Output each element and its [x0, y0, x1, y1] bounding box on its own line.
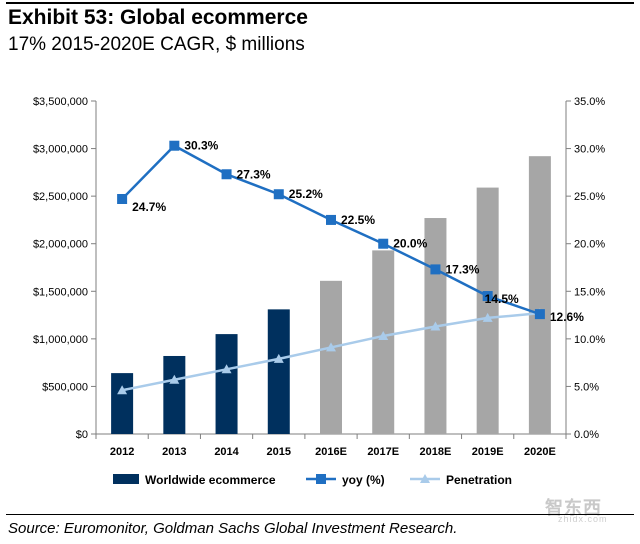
marker-penetration: [221, 364, 232, 374]
source-rule: [6, 514, 634, 515]
left-axis-tick-label: $1,000,000: [33, 334, 88, 346]
left-axis-tick-label: $2,500,000: [33, 191, 88, 203]
right-axis-tick-label: 10.0%: [574, 334, 605, 346]
marker-yoy: [534, 309, 545, 320]
marker-penetration: [482, 312, 493, 322]
left-axis-tick-label: $1,500,000: [33, 286, 88, 298]
x-axis-tick-label: 2018E: [420, 446, 452, 458]
bar-worldwide-ecommerce: [320, 280, 342, 434]
data-label-yoy: 25.2%: [289, 187, 323, 201]
x-axis-tick-label: 2019E: [472, 446, 504, 458]
right-axis-tick-label: 30.0%: [574, 144, 605, 156]
marker-penetration: [430, 321, 441, 331]
legend-label-worldwide-ecommerce: Worldwide ecommerce: [145, 473, 276, 487]
data-label-yoy: 27.3%: [237, 167, 271, 181]
ecommerce-chart: $0 $500,000 $1,000,000 $1,500,000 $2,000,000…: [33, 96, 605, 487]
left-axis-tick-label: $3,000,000: [33, 144, 88, 156]
marker-penetration: [326, 342, 336, 352]
marker-penetration: [117, 385, 128, 395]
marker-yoy: [117, 193, 128, 204]
marker-yoy: [169, 140, 180, 151]
bar-worldwide-ecommerce: [528, 156, 551, 434]
data-label-yoy: 24.7%: [132, 200, 166, 214]
left-axis-tick-label: $0: [76, 429, 88, 441]
watermark-logo: 智东西: [545, 498, 602, 518]
x-axis-tick-label: 2013: [162, 446, 186, 458]
marker-yoy: [378, 238, 389, 249]
marker-yoy: [482, 291, 493, 302]
right-axis-tick-label: 0.0%: [574, 429, 599, 441]
x-axis-tick-label: 2017E: [367, 446, 399, 458]
page-subtitle: 17% 2015-2020E CAGR, $ millions: [8, 34, 305, 55]
bar-worldwide-ecommerce: [476, 187, 499, 434]
marker-penetration: [169, 374, 180, 384]
legend-swatch-worldwide-ecommerce: [113, 474, 139, 484]
marker-penetration: [378, 331, 389, 341]
chart-area: $0 $500,000 $1,000,000 $1,500,000 $2,000,000…: [0, 86, 640, 496]
x-axis-tick-label: 2020E: [524, 446, 556, 458]
source-note: Source: Euromonitor, Goldman Sachs Globa…: [8, 520, 458, 537]
bar-worldwide-ecommerce: [267, 309, 290, 434]
marker-yoy: [430, 264, 441, 275]
data-label-yoy: 30.3%: [184, 139, 218, 153]
left-axis-tick-label: $3,500,000: [33, 96, 88, 108]
left-axis-tick-label: $2,000,000: [33, 239, 88, 251]
data-label-yoy: 22.5%: [341, 213, 375, 227]
bar-worldwide-ecommerce: [215, 334, 238, 434]
bar-worldwide-ecommerce: [163, 355, 186, 434]
page-title: Exhibit 53: Global ecommerce: [8, 6, 308, 29]
right-axis-tick-label: 15.0%: [574, 286, 605, 298]
legend-label-penetration: Penetration: [446, 473, 512, 487]
top-rule: [6, 2, 634, 4]
marker-yoy: [221, 169, 232, 180]
watermark-logo-sub: zhidx.com: [558, 514, 608, 524]
right-axis-tick-label: 20.0%: [574, 239, 605, 251]
x-axis-tick-label: 2014: [214, 446, 239, 458]
x-axis-tick-label: 2012: [110, 446, 134, 458]
marker-yoy: [273, 189, 284, 200]
x-axis-tick-label: 2016E: [315, 446, 347, 458]
right-axis-tick-label: 35.0%: [574, 96, 605, 108]
legend-marker-yoy: [316, 474, 326, 484]
bar-worldwide-ecommerce: [111, 373, 134, 434]
data-label-yoy: 20.0%: [393, 237, 427, 251]
marker-penetration: [273, 353, 284, 363]
data-label-yoy: 17.3%: [445, 262, 479, 276]
marker-yoy: [326, 214, 336, 225]
legend-marker-penetration: [420, 474, 430, 483]
left-axis-tick-label: $500,000: [42, 381, 88, 393]
right-axis-tick-label: 5.0%: [574, 381, 599, 393]
data-label-yoy: 14.5%: [485, 292, 519, 306]
bar-worldwide-ecommerce: [372, 250, 395, 434]
x-axis-tick-label: 2015: [267, 446, 291, 458]
data-label-yoy: 12.6%: [550, 310, 584, 324]
legend-label-yoy: yoy (%): [342, 473, 385, 487]
right-axis-tick-label: 25.0%: [574, 191, 605, 203]
